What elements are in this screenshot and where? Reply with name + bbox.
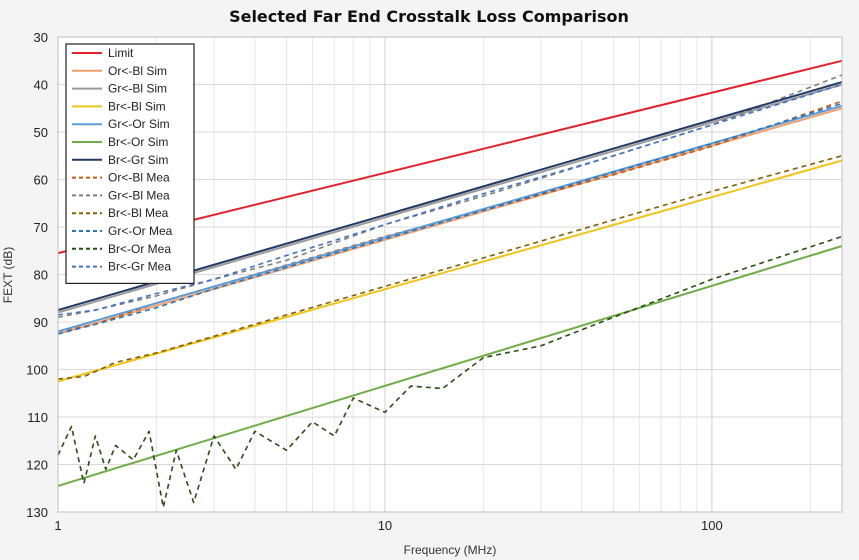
series-line-10	[57, 102, 843, 335]
y-tick-label: 40	[34, 78, 48, 93]
legend-entry: Limit	[108, 46, 134, 60]
legend-entry: Br<-Gr Mea	[108, 260, 171, 274]
y-tick-label: 30	[34, 30, 48, 45]
x-tick-label: 100	[701, 518, 723, 533]
series-line-12	[57, 83, 843, 316]
y-tick-label: 50	[34, 125, 48, 140]
y-axis-label: FEXT (dB)	[1, 247, 15, 303]
y-tick-label: 100	[26, 363, 48, 378]
legend-entry: Br<-Bl Mea	[108, 206, 169, 220]
y-tick-label: 130	[26, 505, 48, 520]
legend-box	[65, 43, 195, 284]
legend-entry: Or<-Bl Mea	[108, 171, 170, 185]
legend-entry: Br<-Or Sim	[108, 135, 168, 149]
y-tick-label: 80	[34, 268, 48, 283]
y-tick-label: 60	[34, 173, 48, 188]
legend-entry: Gr<-Or Mea	[108, 224, 173, 238]
y-tick-label: 90	[34, 315, 48, 330]
legend-entry: Br<-Gr Sim	[108, 153, 168, 167]
x-tick-label: 10	[378, 518, 392, 533]
series-line-9	[57, 155, 843, 380]
series-line-4	[57, 104, 843, 333]
chart-title: Selected Far End Crosstalk Loss Comparis…	[229, 7, 629, 26]
legend-entry: Br<-Bl Sim	[108, 99, 166, 113]
y-tick-label: 70	[34, 220, 48, 235]
legend-entry: Gr<-Or Sim	[108, 117, 170, 131]
series-layer	[57, 59, 843, 509]
x-tick-label: 1	[54, 518, 61, 533]
legend-entry: Gr<-Bl Sim	[108, 82, 167, 96]
legend-entry: Br<-Or Mea	[108, 242, 171, 256]
plot-border	[57, 36, 843, 513]
legend: Limit Or<-Bl Sim Gr<-Bl Sim Br<-Bl Sim Gr<-O…	[65, 43, 195, 284]
legend-entry: Gr<-Bl Mea	[108, 188, 170, 202]
x-axis-label: Frequency (MHz)	[404, 543, 497, 557]
series-line-3	[57, 159, 843, 383]
series-line-11	[57, 235, 843, 509]
series-line-5	[57, 245, 843, 487]
series-line-8	[57, 74, 843, 319]
legend-entry: Or<-Bl Sim	[108, 64, 167, 78]
y-tick-label: 110	[27, 410, 48, 425]
y-tick-label: 120	[26, 458, 48, 473]
